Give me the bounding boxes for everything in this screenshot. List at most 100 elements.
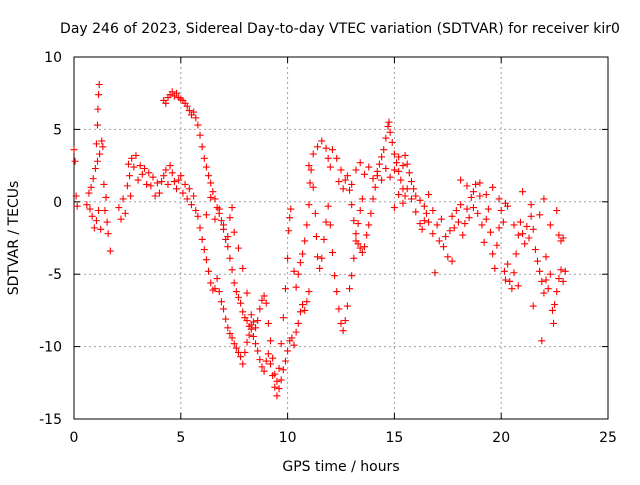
data-point xyxy=(386,128,394,136)
data-point xyxy=(72,192,80,200)
data-point xyxy=(553,288,561,296)
data-point xyxy=(536,267,544,275)
data-point xyxy=(350,217,358,225)
data-point xyxy=(305,288,313,296)
data-point xyxy=(288,334,296,342)
data-point xyxy=(217,298,225,306)
data-point xyxy=(385,118,393,126)
data-point xyxy=(70,146,78,154)
data-point xyxy=(92,217,100,225)
y-axis-title: SDTVAR / TECUs xyxy=(6,181,22,296)
data-point xyxy=(143,180,151,188)
data-point xyxy=(534,257,542,265)
data-point xyxy=(480,238,488,246)
data-point xyxy=(542,253,550,261)
data-point xyxy=(132,151,140,159)
data-point xyxy=(290,341,298,349)
data-point xyxy=(335,178,343,186)
data-point xyxy=(348,180,356,188)
y-tick-label: 0 xyxy=(53,195,62,211)
data-point xyxy=(506,277,514,285)
data-point xyxy=(234,348,242,356)
data-point xyxy=(550,319,558,327)
data-point xyxy=(433,221,441,229)
data-point xyxy=(301,306,309,314)
data-point xyxy=(469,188,477,196)
data-point xyxy=(230,340,238,348)
data-point xyxy=(343,302,351,310)
data-point xyxy=(104,230,112,238)
data-point xyxy=(531,246,539,254)
data-point xyxy=(170,178,178,186)
data-point xyxy=(538,337,546,345)
data-point xyxy=(516,218,524,226)
data-point xyxy=(482,191,490,199)
data-point xyxy=(382,134,390,142)
data-point xyxy=(339,327,347,335)
data-point xyxy=(371,183,379,191)
data-point xyxy=(226,254,234,262)
data-point xyxy=(136,162,144,170)
data-point xyxy=(484,205,492,213)
data-point xyxy=(89,175,97,183)
data-point xyxy=(207,179,215,187)
data-point xyxy=(198,235,206,243)
data-point xyxy=(352,166,360,174)
axis-ticks xyxy=(73,56,609,420)
data-point xyxy=(96,150,104,158)
data-point xyxy=(185,107,193,115)
data-point xyxy=(215,288,223,296)
x-tick-label: 20 xyxy=(492,430,510,446)
data-point xyxy=(95,81,103,89)
data-point xyxy=(348,272,356,280)
data-point xyxy=(158,178,166,186)
data-point xyxy=(217,217,225,225)
data-point xyxy=(324,202,332,210)
data-point xyxy=(299,250,307,258)
data-point xyxy=(273,377,281,385)
data-point xyxy=(454,218,462,226)
data-point xyxy=(138,170,146,178)
data-point xyxy=(228,204,236,212)
grid-lines xyxy=(74,57,608,419)
data-point xyxy=(358,248,366,256)
data-point xyxy=(401,151,409,159)
data-point xyxy=(103,218,111,226)
data-point xyxy=(331,272,339,280)
x-tick-labels: 0 5 10 15 20 25 xyxy=(70,430,617,446)
data-point xyxy=(183,195,191,203)
data-point xyxy=(397,176,405,184)
data-point xyxy=(237,353,245,361)
data-point xyxy=(510,221,518,229)
data-point xyxy=(500,267,508,275)
data-point xyxy=(395,167,403,175)
data-point xyxy=(190,192,198,200)
data-point xyxy=(512,250,520,258)
data-point xyxy=(354,240,362,248)
data-point xyxy=(519,230,527,238)
data-point xyxy=(177,172,185,180)
data-point xyxy=(166,162,174,170)
data-point xyxy=(284,254,292,262)
data-point xyxy=(222,315,230,323)
data-point xyxy=(262,357,270,365)
data-point xyxy=(258,363,266,371)
data-point xyxy=(115,204,123,212)
data-point xyxy=(264,319,272,327)
data-point xyxy=(390,204,398,212)
data-point xyxy=(287,205,295,213)
data-point xyxy=(442,233,450,241)
data-point xyxy=(220,221,228,229)
data-point xyxy=(540,195,548,203)
data-point xyxy=(202,163,210,171)
data-point xyxy=(140,164,148,172)
data-point xyxy=(173,185,181,193)
data-point xyxy=(407,178,415,186)
data-point xyxy=(465,214,473,222)
data-point xyxy=(444,253,452,261)
data-point xyxy=(224,233,232,241)
data-point xyxy=(435,237,443,245)
data-point xyxy=(198,143,206,151)
data-point xyxy=(365,221,373,229)
